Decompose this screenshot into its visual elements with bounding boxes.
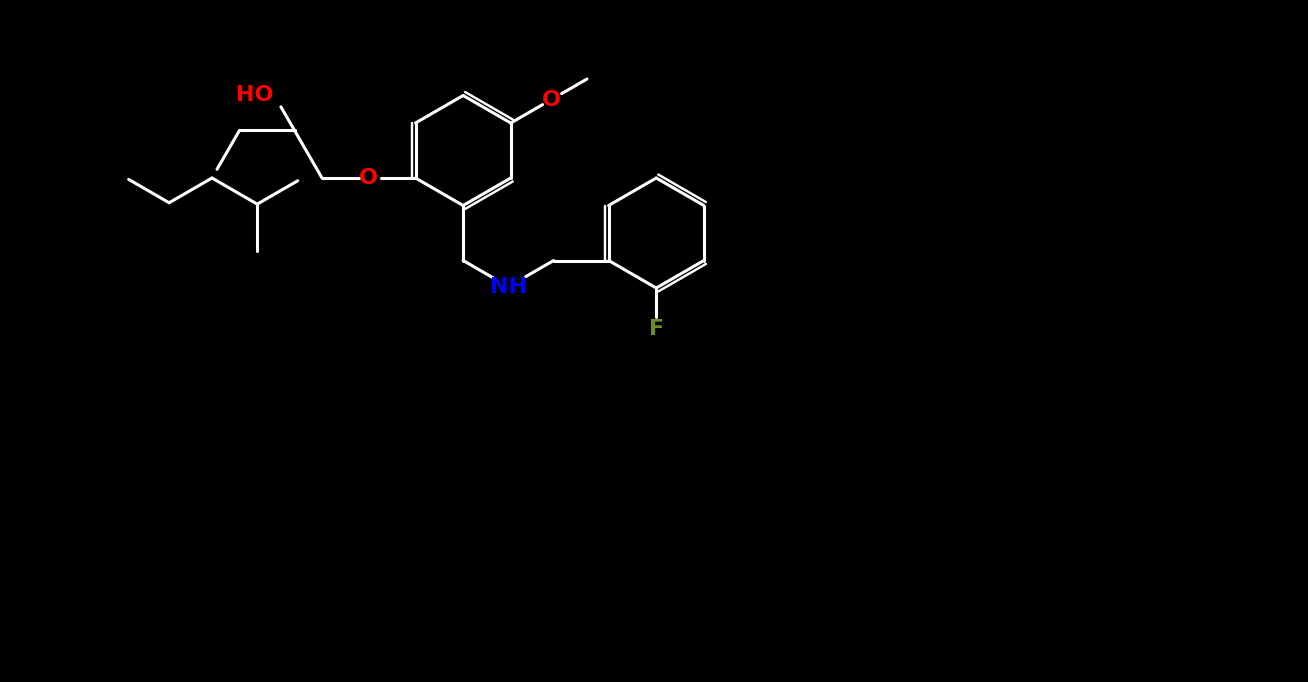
Text: NH: NH [490,277,527,297]
Text: O: O [542,89,561,110]
Text: F: F [649,319,664,339]
Text: HO: HO [237,85,273,104]
Text: O: O [360,168,378,188]
